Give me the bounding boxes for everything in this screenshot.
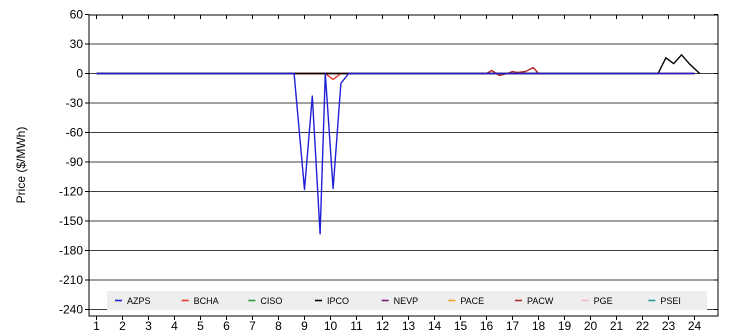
series-line-azps <box>96 72 695 235</box>
x-tick-label: 7 <box>249 319 256 333</box>
x-tick-label: 23 <box>662 319 676 333</box>
x-tick-label: 14 <box>428 319 442 333</box>
x-tick-label: 12 <box>376 319 390 333</box>
x-tick-label: 4 <box>171 319 178 333</box>
x-tick-label: 10 <box>324 319 338 333</box>
legend-label-ciso: CISO <box>260 296 282 306</box>
x-tick-label: 3 <box>145 319 152 333</box>
x-tick-label: 15 <box>454 319 468 333</box>
legend-label-nevp: NEVP <box>394 296 419 306</box>
x-tick-label: 24 <box>688 319 702 333</box>
y-tick-label: 30 <box>70 37 84 51</box>
x-tick-label: 1 <box>93 319 100 333</box>
x-tick-label: 8 <box>275 319 282 333</box>
x-tick-label: 17 <box>506 319 520 333</box>
series-lines <box>96 54 701 235</box>
x-tick-label: 9 <box>301 319 308 333</box>
legend-label-pacw: PACW <box>527 296 554 306</box>
y-tick-label: -240 <box>59 303 83 317</box>
legend-label-pace: PACE <box>460 296 484 306</box>
x-tick-label: 22 <box>636 319 650 333</box>
legend-label-bcha: BCHA <box>194 296 219 306</box>
x-tick-label: 21 <box>610 319 624 333</box>
y-tick-label: -150 <box>59 214 83 228</box>
x-tick-label: 16 <box>480 319 494 333</box>
legend-label-ipco: IPCO <box>327 296 349 306</box>
x-tick-label: 13 <box>402 319 416 333</box>
x-tick-label: 20 <box>584 319 598 333</box>
series-line-pacw <box>96 66 695 77</box>
legend-box <box>107 291 707 310</box>
legend-label-azps: AZPS <box>127 296 151 306</box>
y-tick-label: -30 <box>66 96 84 110</box>
x-tick-label: 19 <box>558 319 572 333</box>
x-tick-label: 5 <box>197 319 204 333</box>
x-tick-label: 2 <box>119 319 126 333</box>
x-tick-label: 6 <box>223 319 230 333</box>
plot-frame <box>88 14 719 317</box>
y-tick-label: 0 <box>76 67 83 81</box>
y-tick-label: -180 <box>59 244 83 258</box>
y-tick-label: -90 <box>66 155 84 169</box>
y-tick-label: -60 <box>66 126 84 140</box>
y-tick-label: -120 <box>59 185 83 199</box>
legend-label-psei: PSEI <box>660 296 681 306</box>
x-tick-label: 11 <box>350 319 363 333</box>
x-tick-label: 18 <box>532 319 546 333</box>
legend: AZPS BCHA CISO IPCO NEVP PACE PACW PGE PSEI <box>107 291 707 310</box>
y-tick-label: -210 <box>59 273 83 287</box>
legend-label-pge: PGE <box>594 296 613 306</box>
y-axis-title: Price ($/MWh) <box>14 127 28 204</box>
y-tick-label: 60 <box>70 8 84 22</box>
